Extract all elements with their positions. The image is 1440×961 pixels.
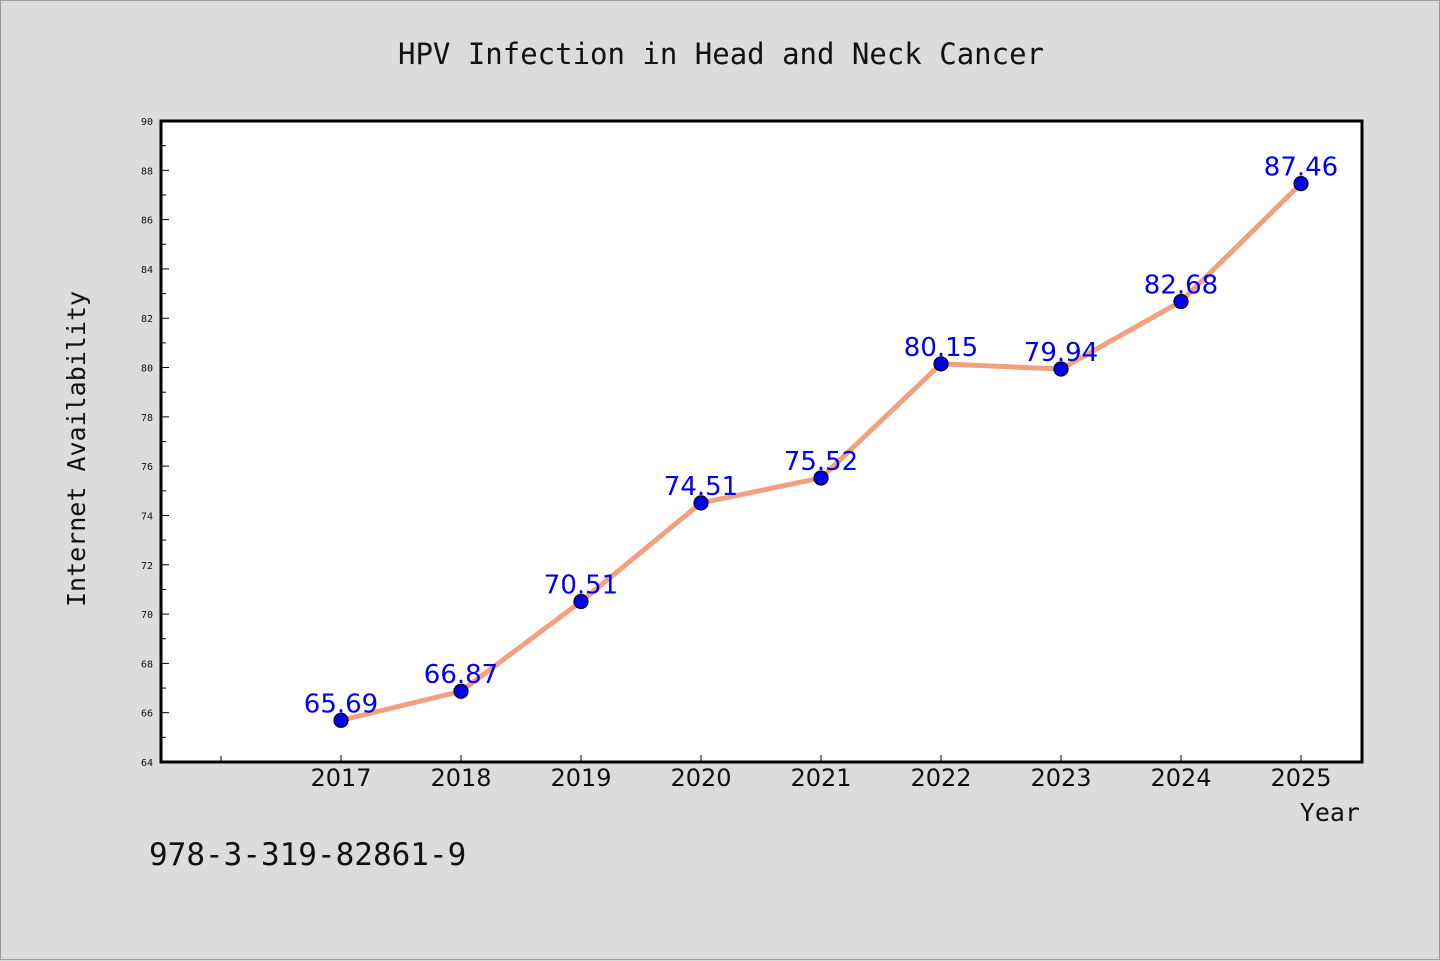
data-point xyxy=(333,712,349,728)
y-tick-label: 68 xyxy=(141,659,153,670)
x-tick-label: 2021 xyxy=(790,764,851,792)
data-label: 66.87 xyxy=(424,660,498,690)
data-label: 80.15 xyxy=(904,333,978,363)
x-tick-label: 2022 xyxy=(910,764,971,792)
y-tick-label: 84 xyxy=(141,265,153,276)
data-point xyxy=(1053,361,1069,377)
chart-title: HPV Infection in Head and Neck Cancer xyxy=(398,37,1044,71)
x-tick-label: 2017 xyxy=(310,764,371,792)
y-axis-ticks: 64 66 68 70 72 74 76 78 80 82 84 86 88 90 xyxy=(141,117,169,769)
plot-area xyxy=(159,119,1364,764)
y-tick-label: 78 xyxy=(141,413,153,424)
y-tick-label: 66 xyxy=(141,709,153,720)
data-point xyxy=(1173,293,1189,310)
y-axis-label: Internet Availability xyxy=(62,291,91,607)
y-tick-label: 88 xyxy=(141,166,153,177)
y-tick-label: 74 xyxy=(141,511,153,522)
data-point xyxy=(693,495,709,511)
x-tick-label: 2018 xyxy=(430,764,491,792)
data-point xyxy=(1293,176,1309,192)
data-label: 75.52 xyxy=(784,447,858,477)
data-point xyxy=(933,356,949,372)
data-point xyxy=(453,683,469,699)
y-tick-label: 90 xyxy=(141,117,153,128)
x-tick-label: 2020 xyxy=(670,764,731,792)
y-tick-label: 80 xyxy=(141,364,153,375)
y-tick-label: 64 xyxy=(141,758,153,769)
y-tick-label: 70 xyxy=(141,610,153,621)
x-tick-label: 2019 xyxy=(550,764,611,792)
y-tick-label: 86 xyxy=(141,216,153,227)
y-tick-label: 82 xyxy=(141,314,153,325)
data-point xyxy=(573,593,589,610)
x-axis-ticks: 2017 2018 2019 2020 2021 2022 2023 2024 2025 xyxy=(220,755,1332,792)
data-label: 82.68 xyxy=(1144,270,1218,300)
x-tick-label: 2023 xyxy=(1030,764,1091,792)
data-label: 74.51 xyxy=(664,472,738,502)
data-label: 79.94 xyxy=(1024,338,1098,368)
data-label: 87.46 xyxy=(1264,153,1338,183)
data-label: 70.51 xyxy=(544,571,618,601)
series-group: 65.69 66.87 70.51 74.51 75.52 80.15 79.94 82.68… xyxy=(304,153,1338,728)
data-point xyxy=(813,470,829,486)
y-tick-label: 76 xyxy=(141,462,153,473)
x-tick-label: 2025 xyxy=(1270,764,1331,792)
x-axis-label: Year xyxy=(1300,798,1360,827)
isbn-footer: 978-3-319-82861-9 xyxy=(149,837,466,873)
data-label: 65.69 xyxy=(304,689,378,719)
y-tick-label: 72 xyxy=(141,561,153,572)
x-tick-label: 2024 xyxy=(1150,764,1211,792)
